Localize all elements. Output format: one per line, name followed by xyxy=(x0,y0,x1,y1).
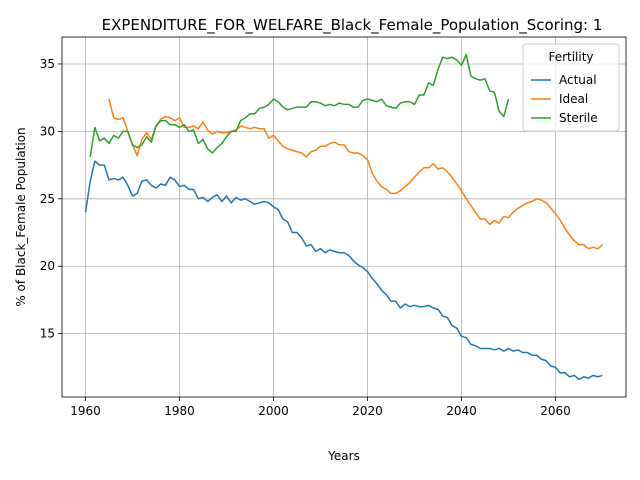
legend-label-sterile: Sterile xyxy=(559,111,598,125)
x-tick-label: 1960 xyxy=(70,404,101,418)
legend-box xyxy=(522,43,620,132)
legend-label-ideal: Ideal xyxy=(559,92,588,106)
y-tick-label: 35 xyxy=(40,57,55,71)
x-tick-label: 2060 xyxy=(540,404,571,418)
series-line-actual xyxy=(84,160,603,381)
y-axis-label: % of Black_Female Population xyxy=(14,127,28,306)
y-tick-label: 30 xyxy=(40,124,55,138)
y-tick-label: 15 xyxy=(40,327,55,341)
chart-title: EXPENDITURE_FOR_WELFARE_Black_Female_Pop… xyxy=(102,16,603,35)
y-tick-label: 20 xyxy=(40,259,55,273)
x-tick-label: 2040 xyxy=(446,404,477,418)
series-lines xyxy=(84,53,603,381)
x-tick-label: 2020 xyxy=(352,404,383,418)
legend: Fertility Actual Ideal Sterile xyxy=(522,43,620,132)
x-axis-label: Years xyxy=(327,449,360,463)
axis-ticks: 1960 1980 2000 2020 2040 2060 15 20 25 30 35 xyxy=(40,57,571,418)
legend-label-actual: Actual xyxy=(559,73,597,87)
legend-title: Fertility xyxy=(548,50,593,64)
x-tick-label: 1980 xyxy=(164,404,195,418)
x-tick-label: 2000 xyxy=(258,404,289,418)
plot-area-frame xyxy=(61,36,627,398)
legend-items: Actual Ideal Sterile xyxy=(531,73,598,125)
series-line-ideal xyxy=(108,98,603,250)
y-tick-label: 25 xyxy=(40,192,55,206)
series-line-sterile xyxy=(89,53,510,158)
